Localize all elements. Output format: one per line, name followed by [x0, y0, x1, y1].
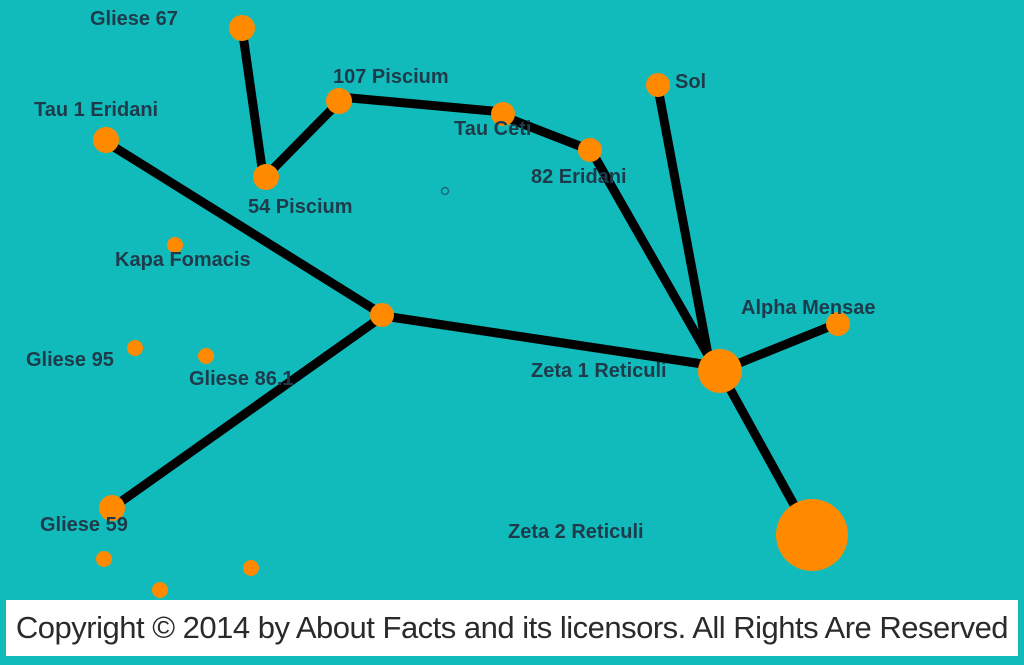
label-zeta-1-reticuli: Zeta 1 Reticuli: [531, 360, 667, 382]
link-54-piscium-107-piscium: [265, 98, 343, 177]
star-82-eridani: [578, 138, 602, 162]
label-gliese-86-1: Gliese 86.1: [189, 368, 294, 390]
star-map-diagram: Gliese 67 107 Piscium Tau Ceti Sol Tau 1…: [26, 8, 875, 598]
link-tau-ceti-82-eridani: [500, 112, 595, 155]
star-hub: [370, 303, 394, 327]
label-107-piscium: 107 Piscium: [333, 66, 449, 88]
copyright-text: Copyright © 2014 by About Facts and its …: [15, 610, 1009, 645]
link-sol-zeta-1-reticuli: [653, 83, 714, 365]
stars: [93, 15, 850, 598]
label-sol: Sol: [675, 71, 706, 93]
labels: Gliese 67 107 Piscium Tau Ceti Sol Tau 1…: [26, 8, 875, 543]
link-107-piscium-tau-ceti: [335, 92, 508, 117]
label-gliese-59: Gliese 59: [40, 514, 128, 536]
star-tau-1-eridani: [93, 127, 119, 153]
star-zeta-1-reticuli: [698, 349, 742, 393]
star-tau-ceti: [491, 102, 515, 126]
link-tau-1-eridani-hub: [101, 137, 385, 318]
link-zeta-1-reticuli-alpha-mensae: [717, 319, 841, 375]
label-alpha-mensae: Alpha Mensae: [741, 297, 875, 319]
star-alpha-mensae: [826, 312, 850, 336]
label-zeta-2-reticuli: Zeta 2 Reticuli: [508, 521, 644, 543]
label-82-eridani: 82 Eridani: [531, 166, 627, 188]
label-kapa-fomacis: Kapa Fomacis: [115, 249, 251, 271]
star-minor-3: [152, 582, 168, 598]
star-gliese-67: [229, 15, 255, 41]
links: [101, 23, 841, 517]
link-zeta-1-reticuli-zeta-2-reticuli: [719, 373, 803, 517]
copyright-banner: Copyright © 2014 by About Facts and its …: [6, 600, 1018, 656]
star-minor-1: [96, 551, 112, 567]
label-gliese-95: Gliese 95: [26, 349, 114, 371]
star-54-piscium: [253, 164, 279, 190]
label-54-piscium: 54 Piscium: [248, 196, 353, 218]
star-sol: [646, 73, 670, 97]
star-gliese-95: [127, 340, 143, 356]
label-gliese-67: Gliese 67: [90, 8, 178, 30]
star-minor-2: [243, 560, 259, 576]
star-gliese-86-1: [198, 348, 214, 364]
star-107-piscium: [326, 88, 352, 114]
label-tau-ceti: Tau Ceti: [454, 118, 531, 140]
star-kapa-fomacis: [167, 237, 183, 253]
link-hub-zeta-1-reticuli: [379, 311, 721, 371]
small-ring-marker: [440, 186, 450, 196]
star-gliese-59: [99, 495, 125, 521]
label-tau-1-eridani: Tau 1 Eridani: [34, 99, 158, 121]
link-gliese-67-54-piscium: [237, 23, 267, 173]
link-82-eridani-zeta-1-reticuli: [587, 147, 717, 367]
link-hub-gliese-59: [107, 313, 385, 513]
star-zeta-2-reticuli: [776, 499, 848, 571]
